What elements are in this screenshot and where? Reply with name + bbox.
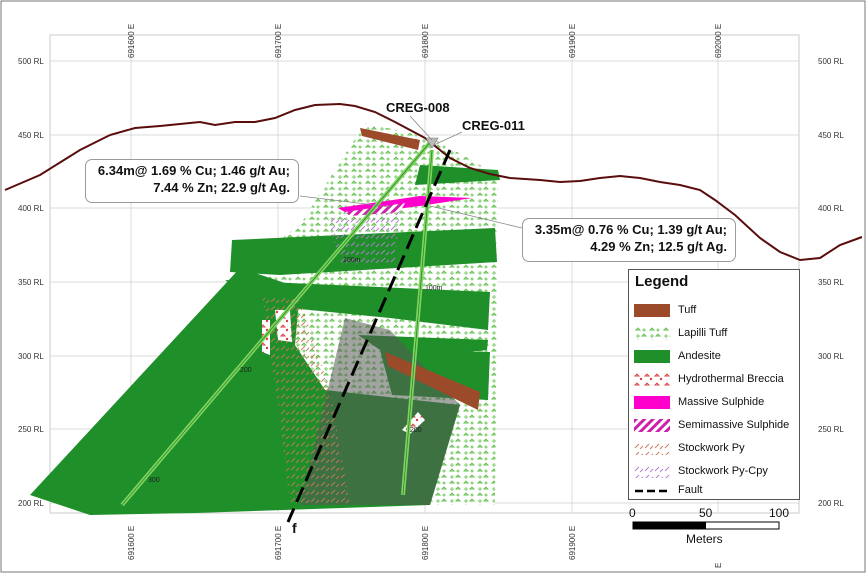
scale-tick: 50 xyxy=(699,506,713,520)
legend-swatch xyxy=(634,395,670,409)
rl-tick: 350 RL xyxy=(18,278,44,287)
legend-label: Stockwork Py-Cpy xyxy=(678,465,768,477)
leader-line xyxy=(409,115,433,141)
depth-mark: 100m xyxy=(425,285,443,292)
callout-leader xyxy=(429,205,523,229)
legend-label: Semimassive Sulphide xyxy=(678,419,790,431)
assay-callout-creg-008: 6.34m@ 1.69 % Cu; 1.46 g/t Au; 7.44 % Zn… xyxy=(85,159,299,203)
legend-label: Andesite xyxy=(678,350,721,362)
rl-ticks-right: 500 RL 450 RL 400 RL 350 RL 300 RL 250 R… xyxy=(818,57,844,508)
legend-swatch xyxy=(634,303,670,317)
legend-item-stockwork-py: Stockwork Py xyxy=(634,441,745,455)
easting-tick: 691900 E xyxy=(568,24,577,58)
legend-item-fault: Fault xyxy=(634,483,702,497)
tuff-band xyxy=(385,352,480,410)
scale-tick: 0 xyxy=(629,506,636,520)
assay-callout-creg-011: 3.35m@ 0.76 % Cu; 1.39 g/t Au; 4.29 % Zn… xyxy=(522,218,736,262)
rl-tick: 200 RL xyxy=(818,499,844,508)
rl-tick: 250 RL xyxy=(18,425,44,434)
stockwork-py-zone xyxy=(262,295,350,505)
assay-line: 7.44 % Zn; 22.9 g/t Ag. xyxy=(153,180,290,195)
legend-label: Hydrothermal Breccia xyxy=(678,373,784,385)
fault-label: f xyxy=(292,520,297,536)
easting-ticks-top: 691600 E 691700 E 691800 E 691900 E 6920… xyxy=(127,24,723,58)
depth-mark: 200 xyxy=(240,367,252,374)
legend-item-andesite: Andesite xyxy=(634,349,721,363)
assay-line: 3.35m@ 0.76 % Cu; 1.39 g/t Au; xyxy=(534,222,727,237)
rl-tick: 450 RL xyxy=(818,131,844,140)
legend-label: Massive Sulphide xyxy=(678,396,765,408)
legend-label: Stockwork Py xyxy=(678,442,745,454)
drillhole-creg-008-core xyxy=(121,139,433,506)
legend-item-massive-sulphide: Massive Sulphide xyxy=(634,395,764,409)
legend-item-semimassive-sulphide: Semimassive Sulphide xyxy=(634,418,789,432)
depth-mark: 200 xyxy=(410,427,422,434)
scale-unit: Meters xyxy=(686,532,723,546)
depth-mark: 100m xyxy=(343,257,361,264)
leader-line xyxy=(433,131,463,146)
drillhole-label-creg-008: CREG-008 xyxy=(386,100,450,115)
rl-tick: 300 RL xyxy=(18,352,44,361)
rl-tick: 500 RL xyxy=(818,57,844,66)
easting-tick: 691700 E xyxy=(274,24,283,58)
rl-tick: 350 RL xyxy=(818,278,844,287)
topography-line xyxy=(4,102,863,262)
tuff-units xyxy=(360,128,480,410)
rl-tick: 450 RL xyxy=(18,131,44,140)
depth-marks: 100m 200 300 100m 200 xyxy=(148,257,443,484)
legend-swatch xyxy=(634,418,670,432)
rl-tick: 400 RL xyxy=(18,204,44,213)
rl-tick: 300 RL xyxy=(818,352,844,361)
legend-swatch xyxy=(635,489,669,492)
legend-swatch xyxy=(634,464,670,478)
legend-swatch xyxy=(634,372,670,386)
legend-label: Tuff xyxy=(678,304,697,316)
legend-item-tuff: Tuff xyxy=(634,303,696,317)
scale-bar xyxy=(632,521,780,530)
easting-tick: 691600 E xyxy=(127,24,136,58)
easting-ticks-bottom: 691600 E 691700 E 691800 E 691900 E E xyxy=(127,526,723,568)
assay-line: 4.29 % Zn; 12.5 g/t Ag. xyxy=(590,239,727,254)
easting-tick: 691800 E xyxy=(421,24,430,58)
legend-title: Legend xyxy=(635,273,689,290)
callout-leader xyxy=(299,195,391,208)
easting-tick: 692000 E xyxy=(714,24,723,58)
scale-tick: 100 xyxy=(769,506,790,520)
collar-marker xyxy=(425,137,439,149)
tuff-band xyxy=(360,128,420,150)
rl-tick: 250 RL xyxy=(818,425,844,434)
stockwork-py-cpy-zone xyxy=(328,210,400,265)
legend-item-stockwork-py-cpy: Stockwork Py-Cpy xyxy=(634,464,768,478)
legend: Legend Tuff Lapilli Tuff Andesite Hydrot… xyxy=(628,269,800,500)
easting-tick: 691900 E xyxy=(568,526,577,560)
rl-tick: 400 RL xyxy=(818,204,844,213)
legend-label: Fault xyxy=(678,484,703,496)
rl-tick: 500 RL xyxy=(18,57,44,66)
legend-item-lapilli-tuff: Lapilli Tuff xyxy=(634,326,727,340)
rl-tick: 200 RL xyxy=(18,499,44,508)
easting-tick: 691700 E xyxy=(274,526,283,560)
legend-label: Lapilli Tuff xyxy=(678,327,728,339)
drillhole-creg-011-core xyxy=(402,149,433,496)
easting-tick: 691600 E xyxy=(127,526,136,560)
legend-swatch xyxy=(634,349,670,363)
easting-tick: 691800 E xyxy=(421,526,430,560)
andesite-band xyxy=(225,280,490,330)
assay-line: 6.34m@ 1.69 % Cu; 1.46 g/t Au; xyxy=(97,163,290,178)
legend-swatch xyxy=(634,326,670,340)
rl-ticks-left: 500 RL 450 RL 400 RL 350 RL 300 RL 250 R… xyxy=(18,57,44,508)
legend-item-hydrothermal-breccia: Hydrothermal Breccia xyxy=(634,372,784,386)
drillhole-label-creg-011: CREG-011 xyxy=(462,118,525,133)
depth-mark: 300 xyxy=(148,477,160,484)
legend-swatch xyxy=(634,441,670,455)
drillhole-traces xyxy=(120,137,439,507)
easting-tick-partial: E xyxy=(714,563,723,568)
